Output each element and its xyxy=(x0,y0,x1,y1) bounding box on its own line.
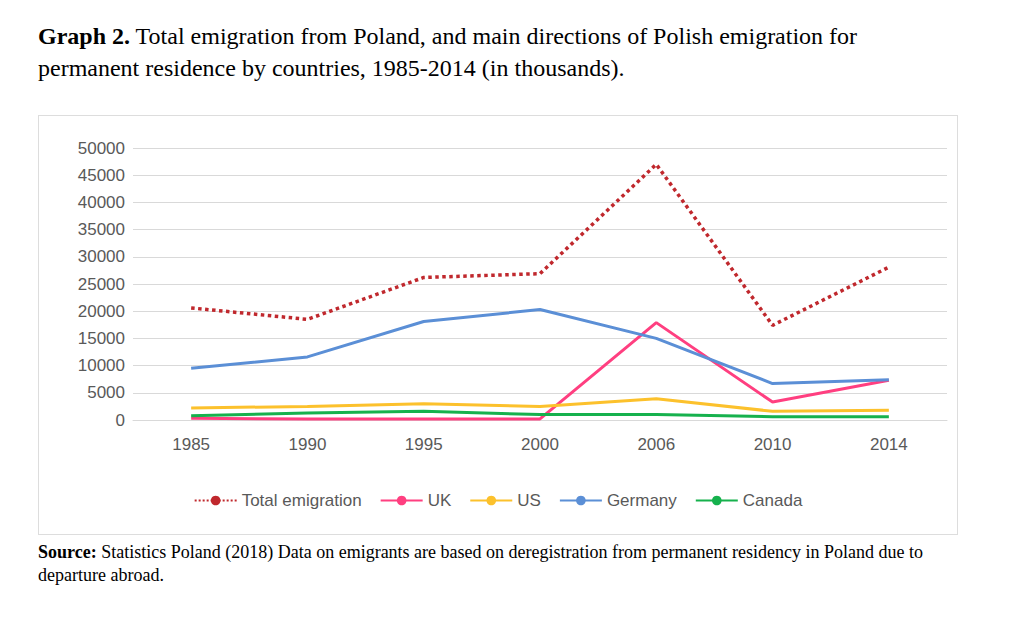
svg-text:2006: 2006 xyxy=(637,435,675,454)
svg-text:1990: 1990 xyxy=(289,435,327,454)
svg-text:50000: 50000 xyxy=(78,139,125,158)
svg-text:25000: 25000 xyxy=(78,275,125,294)
html-text:Graph 2. Total emigration from: Graph 2. Total emigration from Poland, a… xyxy=(38,23,858,81)
svg-text:20000: 20000 xyxy=(78,302,125,321)
svg-text:45000: 45000 xyxy=(78,166,125,185)
svg-text:1985: 1985 xyxy=(172,435,210,454)
html-text:Source: Statistics Poland (201: Source: Statistics Poland (2018) Data on… xyxy=(38,542,923,585)
svg-text:40000: 40000 xyxy=(78,193,125,212)
svg-text:1995: 1995 xyxy=(405,435,443,454)
svg-text:Canada: Canada xyxy=(743,491,803,510)
svg-text:US: US xyxy=(517,491,541,510)
svg-text:35000: 35000 xyxy=(78,220,125,239)
svg-text:2010: 2010 xyxy=(754,435,792,454)
svg-text:30000: 30000 xyxy=(78,247,125,266)
svg-text:10000: 10000 xyxy=(78,356,125,375)
svg-text:Germany: Germany xyxy=(607,491,677,510)
svg-text:2000: 2000 xyxy=(521,435,559,454)
svg-text:0: 0 xyxy=(116,411,125,430)
svg-text:5000: 5000 xyxy=(87,383,125,402)
svg-text:Total emigration: Total emigration xyxy=(242,491,362,510)
svg-text:15000: 15000 xyxy=(78,329,125,348)
svg-text:UK: UK xyxy=(428,491,452,510)
svg-text:2014: 2014 xyxy=(870,435,908,454)
